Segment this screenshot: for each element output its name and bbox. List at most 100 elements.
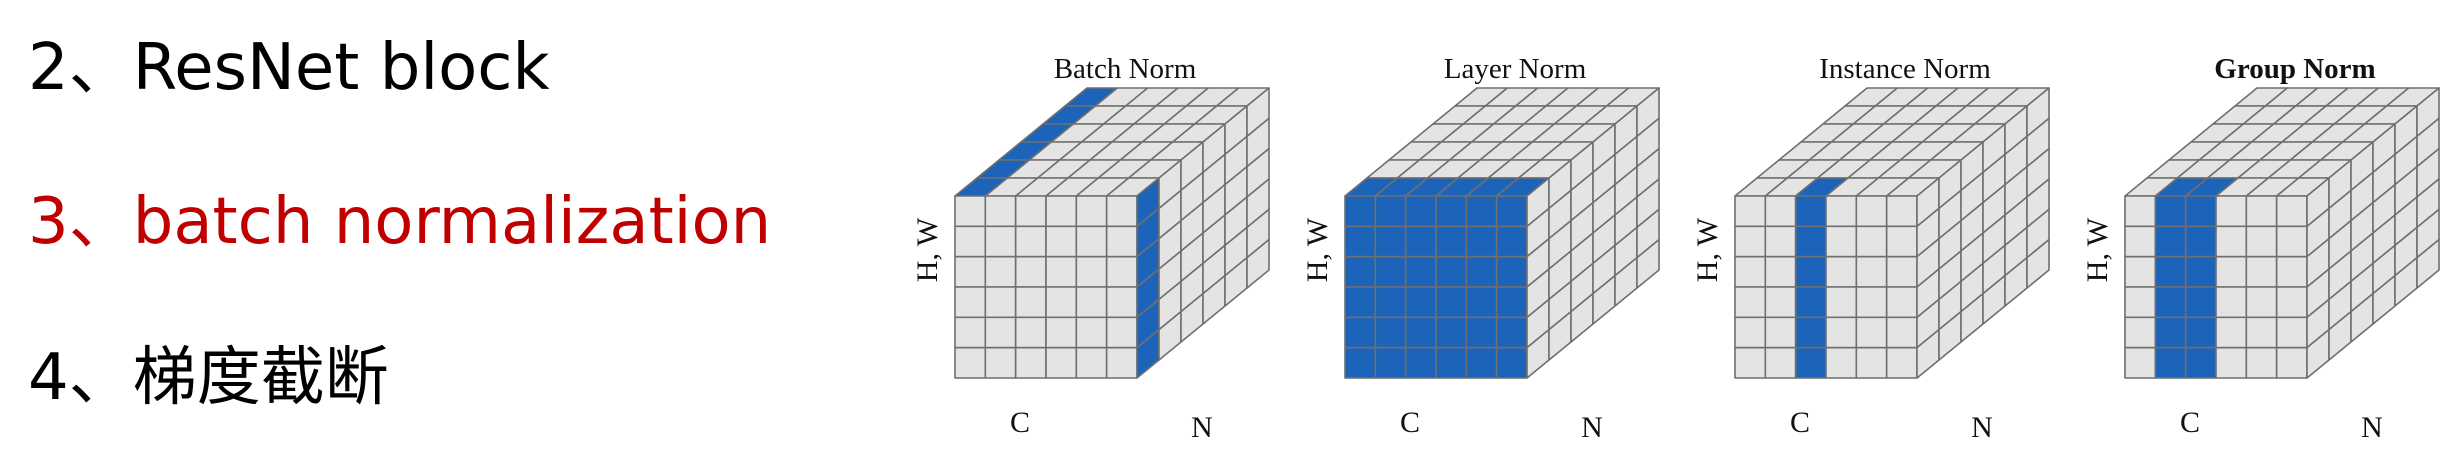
cube bbox=[954, 87, 1270, 379]
cube-cell bbox=[1764, 195, 1797, 228]
cube-cell bbox=[1885, 316, 1918, 349]
cube-cell bbox=[1045, 225, 1078, 258]
cube-cell bbox=[2154, 286, 2187, 319]
cube-cell bbox=[1885, 225, 1918, 258]
cube-cell bbox=[1014, 225, 1047, 258]
cube-cell bbox=[954, 316, 987, 349]
cube-cell bbox=[1374, 195, 1407, 228]
axis-label-c: C bbox=[2180, 406, 2200, 439]
cube-cell bbox=[1344, 225, 1377, 258]
axis-label-c: C bbox=[1400, 406, 1420, 439]
cube-cell bbox=[1734, 346, 1767, 379]
cube-cell bbox=[1495, 195, 1528, 228]
cube-cell bbox=[1435, 255, 1468, 288]
cube-cell bbox=[1246, 238, 1270, 289]
cube-cell bbox=[2124, 316, 2157, 349]
cube-cell bbox=[1764, 225, 1797, 258]
cube-cell bbox=[1374, 346, 1407, 379]
cube-cell bbox=[2154, 346, 2187, 379]
cube-cell bbox=[2245, 255, 2278, 288]
cube-cell bbox=[2245, 346, 2278, 379]
cube-cell bbox=[1344, 195, 1377, 228]
cube-cell bbox=[2184, 255, 2217, 288]
cube-cell bbox=[1495, 316, 1528, 349]
cube-cell bbox=[1404, 316, 1437, 349]
cube-cell bbox=[1045, 255, 1078, 288]
cube bbox=[1734, 87, 2050, 379]
cube-cell bbox=[1075, 255, 1108, 288]
cube-cell bbox=[1374, 225, 1407, 258]
cube-cell bbox=[2215, 316, 2248, 349]
cube-cell bbox=[1495, 225, 1528, 258]
cube-cell bbox=[1344, 346, 1377, 379]
cube-cell bbox=[1764, 255, 1797, 288]
cube-cell bbox=[1825, 316, 1858, 349]
cube-cell bbox=[1014, 255, 1047, 288]
cube-cell bbox=[1885, 286, 1918, 319]
cube-cell bbox=[1825, 346, 1858, 379]
axis-label-hw: H, W bbox=[2081, 217, 2114, 282]
cube-cell bbox=[1794, 316, 1827, 349]
cube-cell bbox=[1764, 346, 1797, 379]
cube-cell bbox=[2124, 195, 2157, 228]
cube-cell bbox=[1045, 195, 1078, 228]
cube-cell bbox=[1344, 316, 1377, 349]
cube-cell bbox=[1435, 286, 1468, 319]
cube-cell bbox=[1794, 346, 1827, 379]
cube-cell bbox=[1045, 346, 1078, 379]
cube-cell bbox=[1404, 195, 1437, 228]
cube-cell bbox=[1794, 195, 1827, 228]
cube-cell bbox=[2275, 346, 2308, 379]
cube-cell bbox=[1465, 316, 1498, 349]
cube-cell bbox=[1075, 346, 1108, 379]
cube-cell bbox=[1465, 255, 1498, 288]
cube-cell bbox=[2245, 225, 2278, 258]
cube-cell bbox=[1495, 346, 1528, 379]
cube-cell bbox=[1404, 286, 1437, 319]
cube-cell bbox=[1105, 225, 1138, 258]
cube-cell bbox=[2184, 286, 2217, 319]
panel-title: Instance Norm bbox=[1819, 53, 1991, 85]
topic-list: 2、ResNet block 3、batch normalization 4、梯… bbox=[0, 0, 900, 469]
cube-cell bbox=[2215, 195, 2248, 228]
cube-cell bbox=[1825, 225, 1858, 258]
panel-layer-norm: Layer Norm H, W C N bbox=[1301, 53, 1660, 444]
axis-label-n: N bbox=[1581, 411, 1603, 444]
list-item-text: 3、batch normalization bbox=[28, 185, 772, 259]
axis-label-n: N bbox=[2361, 411, 2383, 444]
cube-cell bbox=[984, 225, 1017, 258]
cube-cell bbox=[2184, 346, 2217, 379]
cube-cell bbox=[2215, 346, 2248, 379]
cube-cell bbox=[2124, 225, 2157, 258]
cube-cell bbox=[1014, 195, 1047, 228]
cube-cell bbox=[1075, 286, 1108, 319]
cube-cell bbox=[2184, 316, 2217, 349]
cube-cell bbox=[1794, 225, 1827, 258]
cube-cell bbox=[2124, 255, 2157, 288]
cube-cell bbox=[1105, 286, 1138, 319]
cube-cell bbox=[1734, 195, 1767, 228]
axis-label-hw: H, W bbox=[1691, 217, 1724, 282]
list-item-batch-normalization: 3、batch normalization bbox=[28, 190, 771, 254]
cube-cell bbox=[1495, 255, 1528, 288]
cube-cell bbox=[1435, 316, 1468, 349]
cube-cell bbox=[1105, 195, 1138, 228]
cube-cell bbox=[1344, 286, 1377, 319]
cube-cell bbox=[2215, 225, 2248, 258]
cube-cell bbox=[1374, 255, 1407, 288]
cube-cell bbox=[984, 195, 1017, 228]
normalization-cubes-figure: Batch Norm H, W C N Layer Norm H, W C N … bbox=[911, 53, 2440, 444]
panel-group-norm: Group Norm H, W C N bbox=[2081, 53, 2440, 444]
cube-cell bbox=[2245, 316, 2278, 349]
cube-cell bbox=[1855, 195, 1888, 228]
cube-cell bbox=[1435, 195, 1468, 228]
cube-cell bbox=[1374, 316, 1407, 349]
cube-cell bbox=[1435, 225, 1468, 258]
panel-title: Layer Norm bbox=[1444, 53, 1587, 85]
panel-title: Batch Norm bbox=[1054, 53, 1197, 85]
cube-cell bbox=[984, 346, 1017, 379]
cube-cell bbox=[2275, 286, 2308, 319]
cube-cell bbox=[1734, 255, 1767, 288]
cube-cell bbox=[1764, 286, 1797, 319]
cube-cell bbox=[2275, 225, 2308, 258]
